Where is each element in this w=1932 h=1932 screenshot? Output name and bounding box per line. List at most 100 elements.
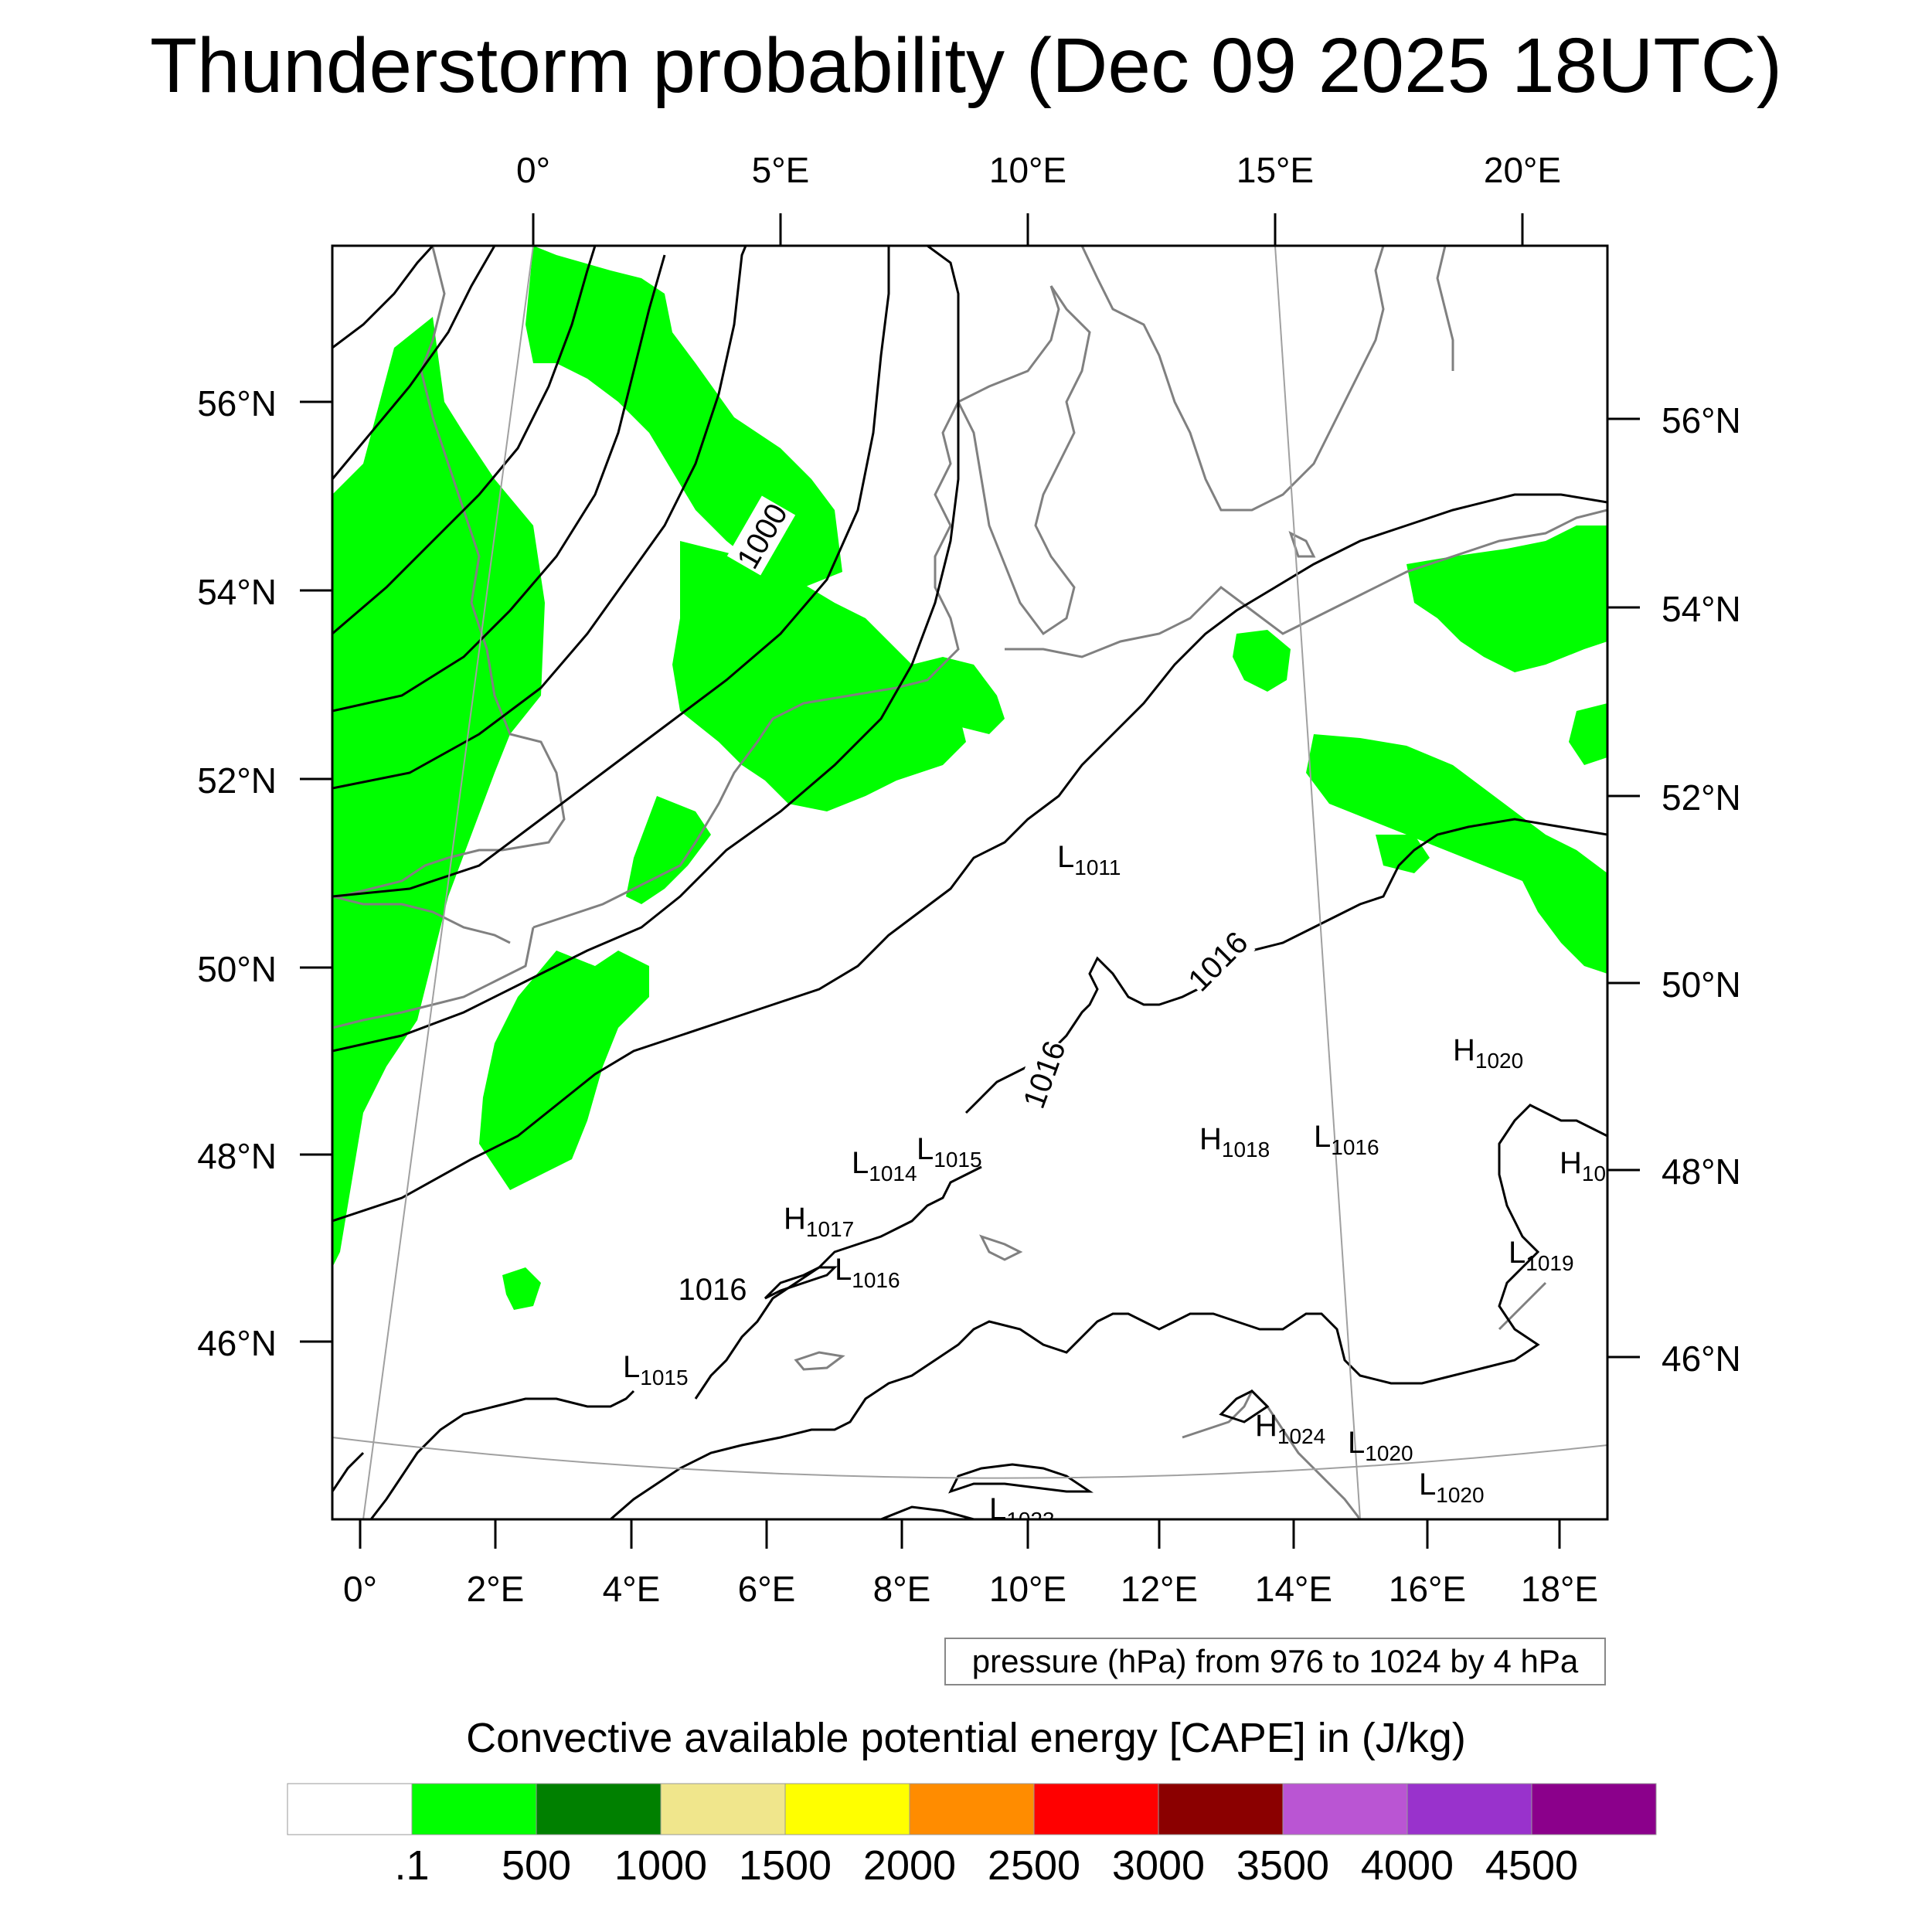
isobar-2 bbox=[332, 246, 496, 480]
colorbar-swatch bbox=[1531, 1783, 1657, 1835]
isobar-south-4 bbox=[880, 1505, 975, 1519]
colorbar-swatch bbox=[660, 1783, 786, 1835]
bottom-tick-label: 16°E bbox=[1389, 1569, 1466, 1609]
cape-area-poland-island bbox=[1233, 630, 1291, 692]
right-tick-label: 50°N bbox=[1662, 964, 1741, 1005]
bottom-tick-label: 18°E bbox=[1521, 1569, 1598, 1609]
colorbar-swatch bbox=[909, 1783, 1035, 1835]
isobar-west-edge bbox=[332, 1451, 365, 1492]
pressure-center: L1011 bbox=[1057, 840, 1121, 879]
colorbar-label: 3000 bbox=[1112, 1842, 1205, 1889]
coast-france-north bbox=[532, 285, 1060, 929]
left-tick-label: 46°N bbox=[197, 1323, 277, 1363]
isobar-1 bbox=[332, 246, 434, 349]
isobar-1000 bbox=[332, 246, 890, 898]
coast-denmark bbox=[957, 285, 1091, 636]
top-tick-label: 10°E bbox=[989, 150, 1066, 190]
colorbar-swatch bbox=[1406, 1783, 1532, 1835]
isobar-1016-main bbox=[964, 818, 1607, 1114]
coast-uk-east bbox=[339, 247, 566, 898]
cape-area-ukraine-small bbox=[1376, 835, 1430, 873]
bottom-tick-label: 2°E bbox=[467, 1569, 525, 1609]
pressure-center: H1017 bbox=[784, 1202, 854, 1241]
bottom-tick-label: 14°E bbox=[1255, 1569, 1332, 1609]
top-tick-label: 20°E bbox=[1484, 150, 1561, 190]
pressure-center: L1014 bbox=[852, 1146, 917, 1185]
colorbar-label: 4500 bbox=[1485, 1842, 1578, 1889]
pressure-center: L1019 bbox=[1509, 1236, 1574, 1275]
legend-title: Convective available potential energy [C… bbox=[466, 1715, 1466, 1761]
cape-area-france-small bbox=[502, 1267, 541, 1310]
coast-sweden bbox=[1080, 246, 1385, 512]
pressure-center: L1016 bbox=[1314, 1120, 1379, 1159]
left-tick-label: 56°N bbox=[197, 383, 277, 423]
right-tick-label: 52°N bbox=[1662, 777, 1741, 818]
meridian-0 bbox=[362, 246, 534, 1519]
coastlines bbox=[332, 246, 1607, 1519]
bottom-tick-label: 10°E bbox=[989, 1569, 1066, 1609]
left-axis: 56°N 54°N 52°N 50°N 48°N 46°N bbox=[197, 383, 277, 1363]
isobar-1016-sw bbox=[694, 1165, 982, 1400]
isobar-south-2 bbox=[610, 1104, 1607, 1519]
map-frame bbox=[331, 244, 1609, 1521]
top-tick-label: 5°E bbox=[752, 150, 810, 190]
cape-area-germany-north bbox=[912, 657, 1005, 734]
cape-area-france bbox=[479, 951, 649, 1190]
pressure-center: L1023 bbox=[989, 1492, 1055, 1532]
colorbar-label: 2000 bbox=[863, 1842, 956, 1889]
top-axis: 0° 5°E 10°E 15°E 20°E bbox=[516, 150, 1561, 190]
left-tick-label: 50°N bbox=[197, 949, 277, 989]
colorbar-swatch bbox=[411, 1783, 537, 1835]
pressure-center: L1015 bbox=[917, 1132, 982, 1172]
parallel-45 bbox=[332, 1437, 1607, 1479]
cape-area-benelux bbox=[672, 541, 966, 811]
coast-lakes-alps bbox=[979, 1234, 1023, 1261]
colorbar-label: 1500 bbox=[739, 1842, 832, 1889]
coast-rivers-south bbox=[1498, 1281, 1547, 1331]
pressure-center: H1018 bbox=[1199, 1122, 1270, 1162]
colorbar-label: .1 bbox=[394, 1842, 429, 1889]
colorbar-label: 2500 bbox=[988, 1842, 1080, 1889]
isobar-3 bbox=[332, 246, 597, 635]
colorbar-label: 1000 bbox=[614, 1842, 707, 1889]
left-tick-label: 54°N bbox=[197, 572, 277, 612]
coast-germany-baltic bbox=[1005, 509, 1607, 658]
colorbar-swatch bbox=[1033, 1783, 1159, 1835]
isobar-7 bbox=[332, 246, 960, 1053]
cape-colorbar bbox=[287, 1783, 1657, 1835]
pressure-center: H1020 bbox=[1453, 1033, 1523, 1073]
bottom-tick-label: 0° bbox=[343, 1569, 377, 1609]
pressure-info-box: pressure (hPa) from 976 to 1024 by 4 hPa bbox=[944, 1638, 1606, 1685]
top-tick-label: 15°E bbox=[1236, 150, 1314, 190]
cape-area-east-edge bbox=[1569, 703, 1607, 765]
contour-label-1016-west: 1016 bbox=[679, 1273, 747, 1307]
colorbar-swatch bbox=[784, 1783, 910, 1835]
pressure-center: H1024 bbox=[1255, 1409, 1325, 1448]
pressure-center: L1015 bbox=[623, 1350, 689, 1389]
pressure-centers: L1011 H1020 H1018 L1016 H10 L1014 L1015 … bbox=[623, 840, 1606, 1532]
isobar-1004 bbox=[332, 493, 1607, 1223]
colorbar-label: 3500 bbox=[1236, 1842, 1329, 1889]
map-title: Thunderstorm probability (Dec 09 2025 18… bbox=[149, 22, 1783, 109]
coast-france-west bbox=[332, 927, 535, 1029]
right-axis: 56°N 54°N 52°N 50°N 48°N 46°N bbox=[1662, 400, 1741, 1379]
right-tick-label: 48°N bbox=[1662, 1151, 1741, 1192]
isobar-4 bbox=[332, 254, 666, 713]
cape-area-poland-south bbox=[1306, 734, 1607, 974]
bottom-axis: 0° 2°E 4°E 6°E 8°E 10°E 12°E 14°E 16°E 1… bbox=[343, 1569, 1598, 1609]
tick-marks bbox=[300, 213, 1640, 1549]
isobar-lakes bbox=[764, 1266, 838, 1300]
map-background bbox=[332, 246, 1607, 1519]
left-tick-label: 52°N bbox=[197, 760, 277, 801]
colorbar-swatch bbox=[1282, 1783, 1408, 1835]
isobar-croatia bbox=[1219, 1389, 1270, 1423]
bottom-tick-label: 8°E bbox=[873, 1569, 931, 1609]
cape-area-baltic bbox=[1406, 526, 1607, 672]
bottom-tick-label: 6°E bbox=[738, 1569, 796, 1609]
coast-sweden-east bbox=[1436, 246, 1454, 371]
colorbar-swatch bbox=[1158, 1783, 1284, 1835]
isobar-south-1 bbox=[369, 1389, 635, 1519]
right-tick-label: 54°N bbox=[1662, 589, 1741, 629]
pressure-center: L1020 bbox=[1419, 1468, 1485, 1507]
